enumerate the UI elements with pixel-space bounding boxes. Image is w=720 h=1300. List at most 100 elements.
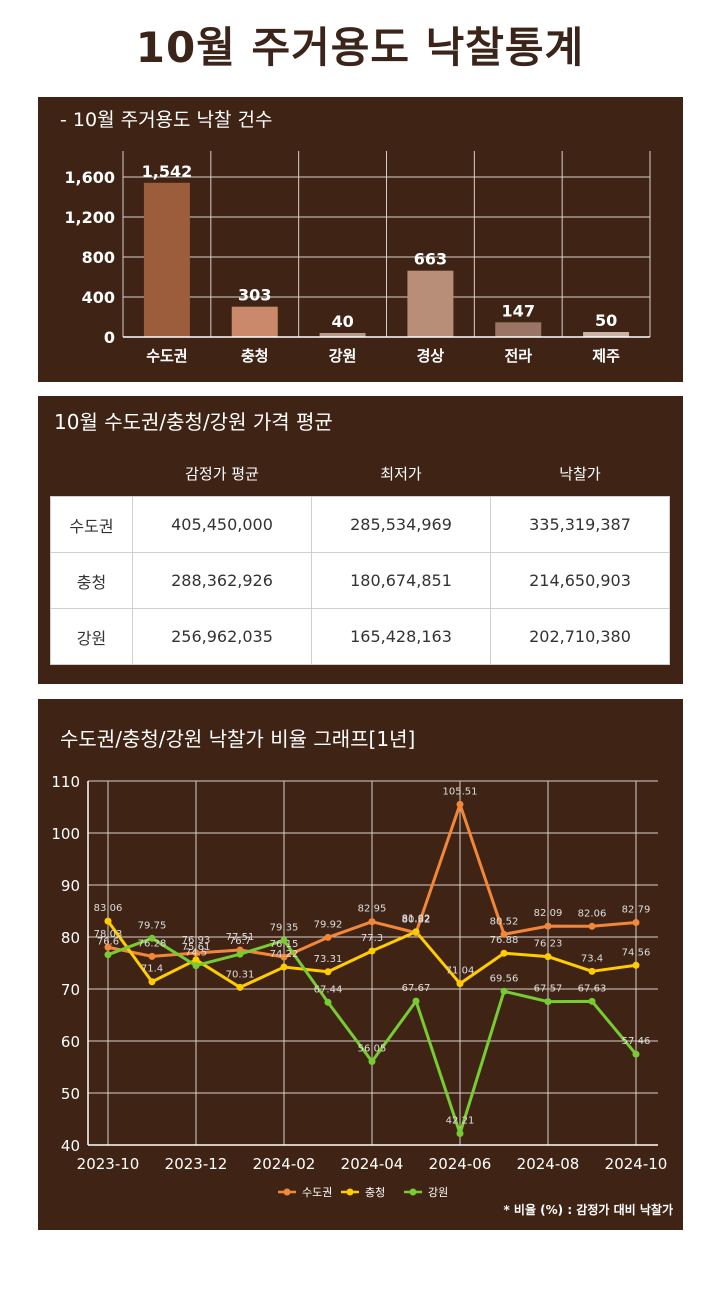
data-point — [456, 800, 464, 808]
data-point — [544, 922, 552, 930]
y-tick-label: 90 — [61, 877, 80, 895]
bar — [407, 270, 454, 337]
table-row: 수도권 405,450,000 285,534,969 335,319,387 — [50, 496, 670, 553]
bar — [495, 322, 542, 337]
page-title: 10월 주거용도 낙찰통계 — [135, 23, 585, 72]
y-tick-label: 1,200 — [64, 208, 115, 227]
legend-marker — [283, 1188, 291, 1196]
data-point — [368, 947, 376, 955]
data-point — [588, 997, 596, 1005]
table-cell-region: 강원 — [50, 608, 133, 665]
data-label: 56.05 — [358, 1044, 387, 1055]
data-label: 73.4 — [581, 953, 603, 964]
data-point — [148, 978, 156, 986]
table-cell: 214,650,903 — [490, 552, 670, 609]
data-label: 70.31 — [226, 969, 255, 980]
y-tick-label: 0 — [104, 328, 115, 347]
line-chart: 40 50 60 70 80 90 100 110 2023-10 2023-12 2024-02 2… — [51, 773, 668, 1199]
data-point — [104, 951, 112, 959]
data-label: 67.44 — [314, 984, 343, 995]
bar-value-label: 147 — [502, 301, 535, 320]
data-point — [368, 1058, 376, 1066]
line-chart-title: 수도권/충청/강원 낙찰가 비율 그래프[1년] — [60, 727, 416, 751]
data-label: 77.51 — [226, 932, 255, 943]
data-point — [104, 943, 112, 951]
table-header-cell: 낙찰가 — [490, 450, 670, 497]
data-point — [544, 998, 552, 1006]
data-point — [148, 934, 156, 942]
data-point — [500, 930, 508, 938]
data-label: 82.79 — [622, 904, 651, 915]
data-point — [456, 1130, 464, 1138]
data-point — [588, 922, 596, 930]
y-tick-label: 110 — [51, 773, 80, 791]
data-label: 76.28 — [138, 938, 167, 949]
x-tick-label: 2024-06 — [429, 1155, 492, 1173]
data-point — [324, 933, 332, 941]
bar — [143, 182, 190, 337]
data-label: 76.23 — [534, 939, 563, 950]
data-point — [236, 983, 244, 991]
x-tick-label: 2024-02 — [253, 1155, 316, 1173]
data-label: 80.52 — [490, 916, 519, 927]
data-point — [632, 918, 640, 926]
data-label: 79.92 — [314, 919, 343, 930]
data-label: 67.67 — [402, 983, 431, 994]
data-label: 67.57 — [534, 984, 563, 995]
x-tick-label: 2024-10 — [605, 1155, 668, 1173]
data-label: 105.51 — [443, 786, 478, 797]
data-label: 83.06 — [94, 903, 123, 914]
data-point — [588, 967, 596, 975]
data-label: 76.6 — [97, 937, 119, 948]
data-point — [368, 918, 376, 926]
y-tick-label: 40 — [61, 1137, 80, 1155]
line-chart-panel: 수도권/충청/강원 낙찰가 비율 그래프[1년] 40 50 60 70 80 90 100… — [38, 699, 683, 1230]
x-tick-label: 2023-10 — [77, 1155, 140, 1173]
data-label: 74.56 — [622, 947, 651, 958]
data-label: 73.31 — [314, 954, 343, 965]
table-cell-region: 충청 — [50, 552, 133, 609]
data-point — [236, 950, 244, 958]
bar — [319, 333, 366, 337]
bar-value-label: 40 — [331, 312, 353, 331]
data-label: 79.75 — [138, 920, 167, 931]
data-point — [324, 998, 332, 1006]
data-label: 77.3 — [361, 933, 383, 944]
data-label: 78.03 — [94, 929, 123, 940]
data-point — [148, 952, 156, 960]
y-tick-label: 80 — [61, 929, 80, 947]
table-header-cell: 최저가 — [311, 450, 491, 497]
y-tick-label: 400 — [82, 288, 115, 307]
bar — [583, 332, 630, 337]
table-header-row: 감정가 평균 최저가 낙찰가 — [50, 450, 670, 497]
price-table-title: 10월 수도권/충청/강원 가격 평균 — [54, 410, 333, 434]
data-point — [324, 968, 332, 976]
y-tick-label: 100 — [51, 825, 80, 843]
data-point — [500, 987, 508, 995]
bar-value-label: 50 — [595, 311, 617, 330]
data-point — [192, 949, 200, 957]
data-point — [104, 917, 112, 925]
ratio-note: * 비율 (%) : 감정가 대비 낙찰가 — [503, 1203, 673, 1217]
x-tick-label: 2024-04 — [341, 1155, 404, 1173]
bar-value-label: 663 — [414, 250, 447, 269]
data-point — [456, 980, 464, 988]
y-tick-label: 70 — [61, 981, 80, 999]
x-tick-label: 강원 — [329, 347, 357, 365]
data-point — [192, 956, 200, 964]
x-tick-label: 전라 — [504, 347, 532, 365]
data-label: 69.56 — [490, 973, 519, 984]
data-label: 71.4 — [141, 964, 163, 975]
table-cell: 285,534,969 — [311, 496, 491, 553]
x-tick-label: 수도권 — [146, 347, 187, 365]
data-label: 57.46 — [622, 1036, 651, 1047]
data-label: 82.09 — [534, 908, 563, 919]
bar-value-label: 303 — [238, 286, 271, 305]
table-header-cell: 감정가 평균 — [132, 450, 312, 497]
data-label: 76.93 — [182, 935, 211, 946]
legend-label: 수도권 — [302, 1186, 332, 1199]
data-label: 82.06 — [578, 908, 607, 919]
table-cell: 165,428,163 — [311, 608, 491, 665]
data-label: 76.15 — [270, 939, 299, 950]
data-label: 79.35 — [270, 922, 299, 933]
